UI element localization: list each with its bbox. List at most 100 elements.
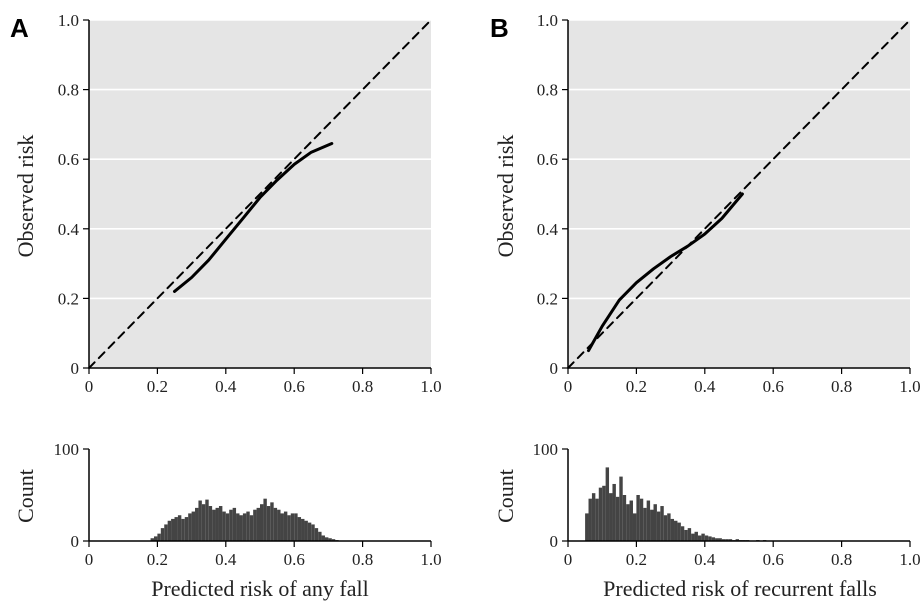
histogram-bar [164,524,168,541]
histogram-bar [595,498,599,541]
histogram-bar [153,536,158,541]
histogram-bar [174,517,178,541]
histogram-bar [646,500,651,541]
histogram-bar [242,513,247,541]
y-tick-label: 0.8 [537,81,558,100]
histogram-bar [629,500,633,541]
histogram-bar [609,493,613,541]
histogram-bar [198,500,202,541]
histogram-bar [263,498,267,541]
y-tick-label: 1.0 [537,11,558,30]
histogram-bar [708,536,712,541]
y-tick-label: 1.0 [58,11,79,30]
x-tick-label: 0.8 [831,550,852,569]
histogram-y-tick-label: 0 [550,532,559,551]
x-tick-label: 1.0 [899,550,920,569]
panel-b-histogram-ylabel: Count [493,469,518,523]
histogram-bar [632,513,637,541]
reference-diagonal-line [567,19,911,369]
histogram-bar [253,509,257,541]
panel-b-letter: B [490,13,509,43]
x-tick-label: 0 [564,550,573,569]
histogram-bar [222,511,226,541]
histogram-bar [294,513,298,541]
histogram-bar [598,487,603,541]
histogram-bar [605,467,610,541]
histogram-bar [181,518,185,541]
y-tick-label: 0.4 [58,220,80,239]
panel-b-histogram-y-ticks: 0 100 [533,440,568,551]
x-tick-label: 0.2 [147,550,168,569]
y-tick-label: 0.4 [537,220,559,239]
histogram-bar [653,504,657,541]
calibration-curve [173,142,334,293]
histogram-bar [225,513,230,541]
panel-a-histogram-ylabel: Count [13,469,38,523]
histogram-bar [643,507,647,541]
y-tick-label: 0.2 [58,289,79,308]
histogram-bar [201,504,206,541]
histogram-bar [612,483,616,541]
panel-b-calibration-lines [567,19,911,369]
x-tick-label: 0 [85,377,94,396]
histogram-bar [266,506,271,541]
histogram-bar [321,535,325,541]
histogram-bar [602,485,606,541]
histogram-bar [191,511,196,541]
y-tick-label: 0 [71,359,80,378]
x-tick-label: 0.6 [284,550,305,569]
histogram-bar [735,539,739,541]
histogram-bar [728,539,733,541]
histogram-bar [184,517,189,541]
histogram-bar [157,533,161,541]
histogram-bar [711,537,716,541]
y-tick-label: 0.6 [58,150,79,169]
panel-b-calibration-ylabel: Observed risk [493,135,518,258]
histogram-bar [287,515,291,541]
histogram-bar [677,522,681,541]
panel-a-x-ticks: 0 0.2 0.4 0.6 0.8 1.0 [85,368,442,396]
x-tick-label: 0.8 [831,377,852,396]
x-tick-label: 0.4 [215,550,237,569]
histogram-bar [304,520,308,541]
panel-b-x-ticks: 0 0.2 0.4 0.6 0.8 1.0 [564,368,921,396]
histogram-bar [167,520,172,541]
histogram-bar [318,531,322,541]
histogram-bar [591,493,596,541]
x-tick-label: 0 [564,377,573,396]
calibration-curve [587,192,744,353]
histogram-bar [324,537,329,541]
panel-a-calibration-lines [88,19,432,369]
panel-a-xlabel: Predicted risk of any fall [151,576,369,601]
histogram-bar [301,518,305,541]
x-tick-label: 0.6 [284,377,305,396]
histogram-bar [246,511,250,541]
histogram-y-tick-label: 100 [533,440,559,459]
histogram-bar [218,506,223,541]
histogram-bar [660,506,664,541]
histogram-bar [297,517,302,541]
histogram-bar [311,524,315,541]
panel-b-histogram-x-ticks: 0 0.2 0.4 0.6 0.8 1.0 [564,541,921,569]
histogram-bar [663,515,668,541]
x-tick-label: 0 [85,550,94,569]
histogram-bar [704,535,709,541]
histogram-bar [725,539,729,541]
x-tick-label: 1.0 [420,550,441,569]
histogram-bar [195,507,199,541]
histogram-bar [150,538,154,541]
x-tick-label: 0.2 [147,377,168,396]
x-tick-label: 0.2 [626,550,647,569]
histogram-bar [331,539,336,541]
histogram-y-tick-label: 0 [71,532,80,551]
x-tick-label: 0.4 [694,377,716,396]
histogram-bar [229,509,233,541]
histogram-bar [670,518,675,541]
histogram-bar [718,538,722,541]
y-tick-label: 0.8 [58,81,79,100]
histogram-bar [691,533,695,541]
panel-a: A Observed risk 0 0.2 0.4 0.6 0.8 1.0 0 0.2 0.4… [10,11,442,601]
histogram-bar [328,538,332,541]
histogram-bar [656,511,661,541]
